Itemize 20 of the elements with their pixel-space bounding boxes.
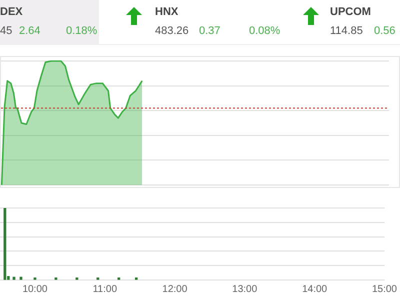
text: 483.26 — [155, 25, 189, 37]
text: 114.85 — [330, 25, 363, 37]
x-tick-label: 11:00 — [92, 284, 118, 295]
x-tick-label: 15:00 — [372, 284, 398, 295]
text: 0.08% — [249, 25, 280, 37]
x-tick-label: 12:00 — [162, 284, 188, 295]
bar — [4, 208, 6, 280]
text: 45 — [0, 25, 12, 37]
text: 0.18% — [66, 25, 98, 37]
text: HNX — [155, 6, 178, 18]
bar — [12, 276, 16, 280]
x-tick-label: 14:00 — [302, 284, 328, 295]
x-tick-label: 10:00 — [22, 284, 48, 295]
text: 0.37 — [199, 25, 220, 37]
text: 0.56 — [374, 25, 396, 37]
x-tick-label: 13:00 — [232, 284, 258, 295]
text: DEX — [0, 6, 23, 18]
text: UPCOM — [330, 6, 371, 18]
bar — [20, 276, 22, 280]
text: 2.64 — [19, 25, 40, 37]
